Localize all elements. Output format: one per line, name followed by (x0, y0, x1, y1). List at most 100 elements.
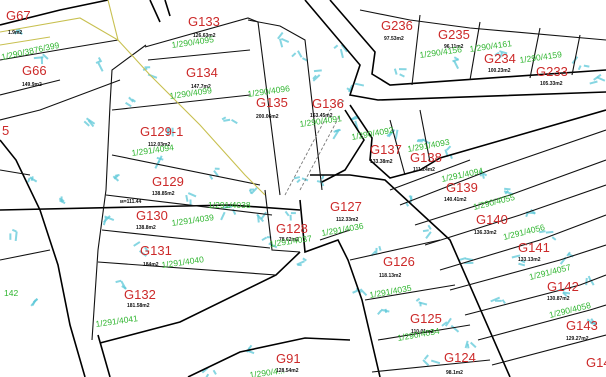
parcel-sheet-ref: 1/291/4035 (369, 283, 413, 300)
survey-mark (494, 51, 500, 57)
parcel-labels: G671.9m2G66149.9m21/290/3876/399G133126.… (0, 8, 606, 377)
survey-mark (14, 231, 18, 242)
parcel-id: G129 (152, 174, 184, 189)
parcel-id: G133 (188, 14, 220, 29)
survey-mark (114, 173, 120, 177)
survey-mark (125, 101, 132, 108)
survey-mark (223, 118, 231, 122)
survey-mark (29, 176, 38, 183)
survey-mark (585, 277, 588, 286)
survey-mark (340, 44, 348, 53)
survey-mark (313, 69, 322, 73)
parcel-sheet-ref: 1/290/4159 (519, 49, 563, 65)
survey-mark (157, 155, 163, 164)
survey-mark (425, 231, 432, 239)
survey-mark (587, 275, 592, 281)
survey-mark (133, 241, 141, 247)
parcel-label-g130: G130 138.8m2 1/291/4039 (136, 208, 215, 231)
survey-mark (202, 373, 210, 377)
survey-mark (214, 167, 220, 170)
parcel-sheet-ref: 1/290/4058 (548, 300, 592, 320)
parcel-id: G127 (330, 199, 362, 214)
fragment-area: м=111.44 (120, 199, 142, 205)
survey-mark (539, 230, 546, 234)
parcel-label-g141: G141 133.13m2 1/291/4056 (502, 222, 550, 263)
survey-mark (296, 178, 301, 184)
survey-mark (577, 65, 582, 71)
parcel-sheet-ref: 1/290/4095 (171, 34, 215, 50)
survey-mark (422, 359, 430, 367)
survey-mark (301, 57, 309, 62)
parcel-label-g236: G236 97.53m2 (381, 18, 413, 42)
survey-mark (222, 205, 233, 209)
parcel-sheet-ref: 1/290/4034 (397, 326, 441, 343)
survey-mark (562, 291, 571, 295)
parcel-area: 181.58m2 (127, 303, 150, 309)
survey-mark (499, 50, 508, 55)
survey-mark (408, 194, 413, 201)
survey-mark (277, 31, 284, 40)
survey-mark (378, 245, 382, 251)
parcel-area: 97.53m2 (384, 36, 404, 42)
parcel-id: G91 (276, 351, 301, 366)
survey-mark (501, 299, 506, 304)
survey-mark (30, 176, 34, 182)
survey-mark (453, 60, 460, 70)
parcel-id: G138 (410, 150, 442, 165)
survey-mark (418, 301, 428, 306)
survey-mark (384, 308, 388, 313)
survey-mark (359, 288, 368, 297)
survey-mark (333, 44, 339, 50)
survey-mark (97, 62, 104, 72)
parcel-sheet-ref: 1/291/4056 (502, 222, 546, 242)
survey-mark (450, 324, 460, 333)
parcel-sheet-ref: 1/291/4094 (131, 142, 175, 158)
parcel-area: 105.33m2 (540, 81, 563, 87)
parcel-area: 140.41m2 (444, 197, 467, 203)
survey-mark (453, 56, 459, 61)
survey-mark (393, 68, 398, 75)
survey-mark (284, 210, 290, 217)
survey-mark (375, 247, 378, 255)
parcel-area: 111.24m2 (413, 167, 435, 173)
survey-mark (394, 129, 399, 140)
survey-mark (249, 188, 255, 191)
survey-mark (446, 145, 452, 151)
parcel-area: 136.33m2 (474, 230, 497, 236)
survey-mark (301, 177, 309, 182)
survey-mark (346, 87, 352, 92)
survey-mark (520, 259, 526, 264)
parcel-id: G125 (410, 311, 442, 326)
parcel-area: 100.23m2 (488, 68, 511, 74)
survey-mark (551, 236, 557, 241)
survey-mark (280, 37, 290, 43)
survey-mark (441, 321, 448, 327)
survey-mark (422, 229, 429, 233)
parcel-id: G14 (586, 355, 606, 370)
survey-mark (27, 177, 31, 183)
survey-mark (33, 56, 44, 60)
survey-mark (490, 296, 501, 303)
survey-mark (250, 187, 258, 195)
parcel-id: G130 (136, 208, 168, 223)
survey-mark (261, 236, 268, 242)
parcel-sheet-ref: 1/291/4039 (171, 212, 215, 228)
survey-mark (138, 250, 147, 257)
parcel-area: 1.9m2 (8, 30, 22, 36)
parcel-area: 112.33m2 (336, 217, 358, 223)
fragment-142: 142 (4, 288, 18, 298)
parcel-id: G236 (381, 18, 413, 33)
parcel-id: G143 (566, 318, 598, 333)
survey-mark (302, 257, 307, 262)
survey-mark (297, 263, 302, 267)
